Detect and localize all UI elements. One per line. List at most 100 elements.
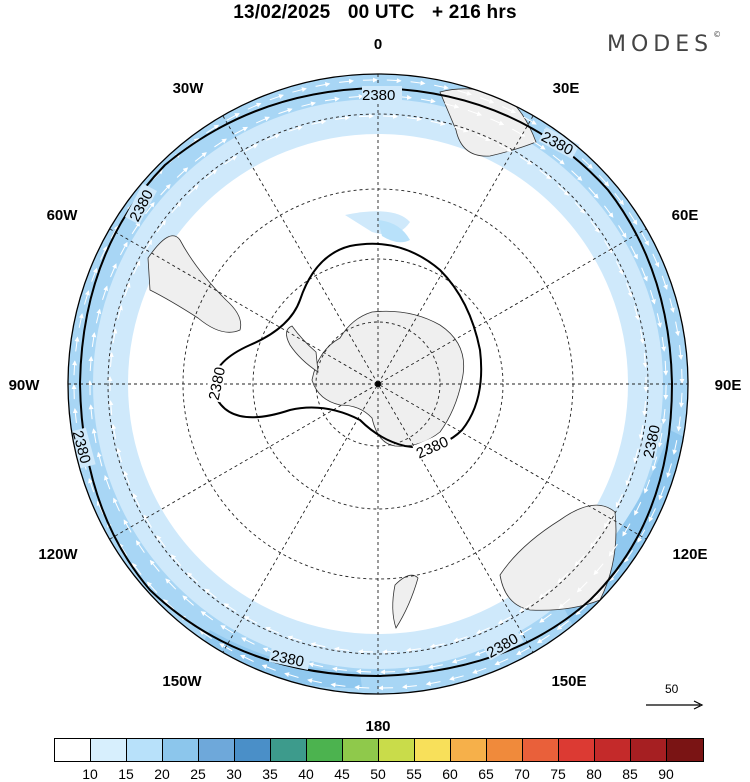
wind-vector xyxy=(475,627,490,634)
colorbar-cell xyxy=(55,739,91,761)
wind-vector xyxy=(633,448,639,463)
wind-vector xyxy=(630,245,638,260)
wind-vector xyxy=(247,102,262,110)
wind-vector xyxy=(244,144,259,152)
wind-vector xyxy=(239,654,254,662)
wind-vector xyxy=(186,572,199,583)
wind-vector xyxy=(160,183,171,196)
wind-vector xyxy=(116,447,122,463)
wind-vector xyxy=(624,550,634,563)
wind-vector xyxy=(358,113,374,119)
wind-vector xyxy=(661,336,667,352)
wind-vector xyxy=(288,125,303,132)
wind-vector xyxy=(552,154,565,165)
wind-vector xyxy=(476,134,491,142)
colorbar-tick-label: 45 xyxy=(334,766,350,782)
wind-vector xyxy=(497,616,512,624)
south-pole-marker xyxy=(375,381,381,387)
wind-vector xyxy=(652,253,660,268)
wind-vector xyxy=(641,267,648,282)
wind-vector xyxy=(220,625,234,634)
contour-label: 2380 xyxy=(362,87,395,104)
colorbar-tick-label: 80 xyxy=(586,766,602,782)
wind-vector xyxy=(339,78,354,84)
wind-band-strong xyxy=(200,630,362,689)
wind-vector xyxy=(581,158,593,169)
wind-vector xyxy=(324,96,340,102)
wind-vector xyxy=(102,285,109,300)
wind-vector xyxy=(429,643,445,649)
wind-vector xyxy=(618,225,627,239)
wind-vector xyxy=(642,352,648,368)
valid-time: 00 UTC xyxy=(347,2,415,23)
wind-vector xyxy=(284,672,299,678)
wind-vector xyxy=(348,94,364,100)
wind-vector xyxy=(590,535,600,549)
wind-vector xyxy=(651,456,658,471)
wind-vector xyxy=(308,662,324,668)
wind-vector xyxy=(335,115,350,121)
wind-vector xyxy=(625,471,632,486)
wind-vector xyxy=(628,212,638,226)
wind-vector xyxy=(382,113,398,119)
wind-vector xyxy=(224,155,238,165)
wind-vector xyxy=(84,290,90,305)
wind-vector xyxy=(255,116,270,124)
colorbar-cell xyxy=(235,739,271,761)
wind-vector xyxy=(165,578,177,590)
wind-vector xyxy=(615,493,623,508)
wind-vector xyxy=(310,642,326,648)
wind-vector xyxy=(451,657,467,664)
wind-vector xyxy=(108,400,114,416)
wind-vector xyxy=(638,424,644,440)
wind-vector xyxy=(261,664,276,671)
contour-outer xyxy=(78,86,674,678)
wind-vector xyxy=(571,170,583,181)
wind-vector xyxy=(518,603,532,613)
wind-vector xyxy=(516,647,530,655)
colorbar-tick-label: 30 xyxy=(226,766,242,782)
wind-vector xyxy=(187,184,199,196)
wind-vector xyxy=(678,392,684,408)
wind-vector xyxy=(226,113,240,121)
wind-vector xyxy=(649,290,656,305)
wind-vector xyxy=(449,675,464,681)
wind-vector xyxy=(204,588,217,599)
wind-vector xyxy=(88,478,95,493)
wind-vector xyxy=(661,275,668,290)
wind-vector xyxy=(241,637,255,645)
wind-vector xyxy=(558,598,571,609)
wind-vector xyxy=(104,475,111,490)
wind-vector xyxy=(205,169,218,180)
wind-vector xyxy=(490,118,505,126)
australia xyxy=(499,504,617,611)
wind-vector xyxy=(444,103,460,109)
colorbar-tick-label: 35 xyxy=(262,766,278,782)
wind-vector xyxy=(91,267,98,282)
colorbar-tick-label: 10 xyxy=(82,766,98,782)
lon-label-90w: 90W xyxy=(9,377,41,394)
wind-vector xyxy=(604,205,614,218)
wind-vector xyxy=(112,328,118,344)
wind-vector xyxy=(91,428,97,444)
wind-vector xyxy=(672,440,678,455)
wind-vector xyxy=(152,169,163,181)
colorbar-ticks: 10 15 20 25 30 35 40 45 50 55 60 65 70 75 80 85 90 xyxy=(0,766,750,782)
wind-vector xyxy=(593,563,604,576)
lon-label-30w: 30W xyxy=(173,80,205,97)
colorbar-tick-label: 25 xyxy=(190,766,206,782)
wind-vector xyxy=(108,352,114,367)
wind-vector xyxy=(243,616,258,624)
wind-vector xyxy=(182,595,194,606)
map-border xyxy=(67,73,689,695)
wind-vector xyxy=(111,424,117,439)
wind-vector xyxy=(588,187,599,199)
wind-vector xyxy=(574,554,585,567)
polar-map: 2380 2380 2380 2380 2380 2380 2380 2380 … xyxy=(9,36,742,735)
colorbar-cell xyxy=(415,739,451,761)
wind-vector xyxy=(88,404,94,420)
wind-vector xyxy=(88,356,94,372)
modes-logo: MODES© xyxy=(607,30,721,57)
wind-vector xyxy=(149,559,160,572)
wind-vector xyxy=(663,360,669,376)
